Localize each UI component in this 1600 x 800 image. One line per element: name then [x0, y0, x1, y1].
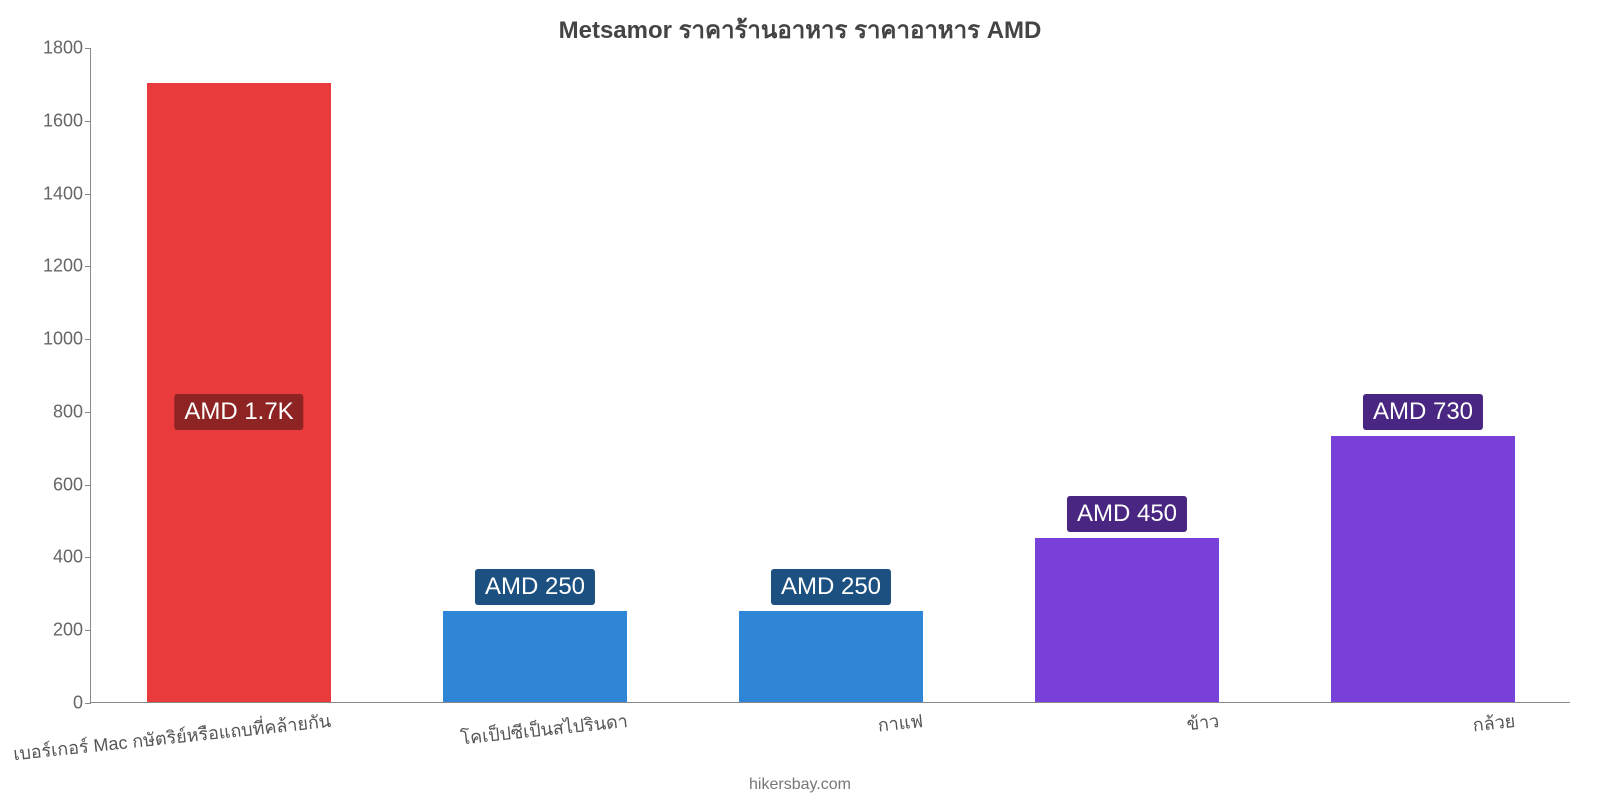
y-tick-label: 1200 [43, 256, 91, 277]
y-tick-mark [85, 630, 91, 631]
bar-value-label: AMD 450 [1067, 496, 1187, 532]
chart-title: Metsamor ราคาร้านอาหาร ราคาอาหาร AMD [0, 10, 1600, 49]
price-bar-chart: Metsamor ราคาร้านอาหาร ราคาอาหาร AMD 020… [0, 0, 1600, 800]
y-tick-mark [85, 121, 91, 122]
bar-value-label: AMD 1.7K [174, 394, 303, 430]
x-category-label: เบอร์เกอร์ Mac กษัตริย์หรือแถบที่คล้ายกั… [12, 706, 333, 768]
bar [1331, 436, 1515, 702]
bar [443, 611, 627, 702]
attribution-text: hikersbay.com [0, 776, 1600, 794]
y-tick-mark [85, 266, 91, 267]
y-tick-mark [85, 703, 91, 704]
bar-value-label: AMD 730 [1363, 394, 1483, 430]
bar [147, 83, 331, 702]
y-tick-label: 1800 [43, 38, 91, 59]
x-category-label: กล้วย [1471, 706, 1516, 739]
bar [739, 611, 923, 702]
y-tick-label: 1000 [43, 329, 91, 350]
bar-value-label: AMD 250 [475, 569, 595, 605]
x-category-label: ข้าว [1185, 706, 1220, 738]
x-category-label: กาแฟ [877, 706, 925, 740]
bar [1035, 538, 1219, 702]
y-tick-label: 1600 [43, 110, 91, 131]
y-tick-mark [85, 194, 91, 195]
x-category-label: โคเป็ปซีเป็นสไปรินดา [459, 706, 629, 752]
y-tick-mark [85, 557, 91, 558]
plot-area: 020040060080010001200140016001800AMD 1.7… [90, 48, 1570, 703]
bar-value-label: AMD 250 [771, 569, 891, 605]
y-tick-label: 1400 [43, 183, 91, 204]
y-tick-mark [85, 48, 91, 49]
y-tick-mark [85, 339, 91, 340]
y-tick-mark [85, 485, 91, 486]
y-tick-mark [85, 412, 91, 413]
